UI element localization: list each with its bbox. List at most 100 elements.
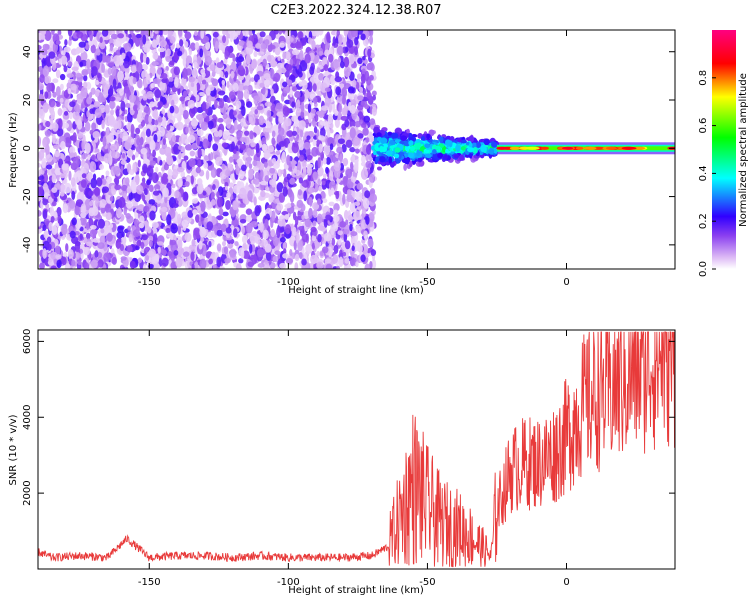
heatmap-cell bbox=[109, 85, 114, 96]
heatmap-cell bbox=[229, 243, 233, 249]
heatmap-cell bbox=[229, 248, 237, 259]
heatmap-cell bbox=[221, 79, 226, 86]
heatmap-cell bbox=[196, 82, 201, 92]
heatmap-cell bbox=[298, 177, 304, 184]
heatmap-cell bbox=[265, 251, 272, 262]
heatmap-cell bbox=[363, 115, 371, 123]
heatmap-cell bbox=[362, 127, 369, 136]
heatmap-cell bbox=[55, 40, 61, 45]
heatmap-cell bbox=[322, 157, 327, 165]
heatmap-cell bbox=[38, 150, 45, 160]
heatmap-cell bbox=[169, 239, 177, 246]
heatmap-cell bbox=[44, 143, 50, 155]
heatmap-cell bbox=[351, 154, 356, 163]
heatmap-cell bbox=[113, 178, 118, 183]
heatmap-cell bbox=[152, 149, 156, 158]
heatmap-cell bbox=[271, 157, 277, 164]
heatmap-cell bbox=[344, 119, 350, 128]
heatmap-cell bbox=[276, 62, 283, 69]
heatmap-cell bbox=[264, 175, 270, 183]
heatmap-cell bbox=[312, 97, 318, 104]
heatmap-cell bbox=[153, 184, 161, 192]
heatmap-cell bbox=[44, 75, 52, 85]
heatmap-cell bbox=[157, 246, 161, 254]
heatmap-cell bbox=[142, 34, 147, 45]
heatmap-cell bbox=[75, 72, 82, 78]
heatmap-cell bbox=[156, 67, 163, 75]
heatmap-cell bbox=[145, 255, 150, 261]
heatmap-cell bbox=[291, 49, 300, 56]
heatmap-cell bbox=[136, 239, 142, 247]
heatmap-cell bbox=[136, 62, 143, 74]
heatmap-cell bbox=[68, 39, 72, 46]
heatmap-cell bbox=[273, 30, 279, 35]
heatmap-cell bbox=[102, 186, 109, 193]
heatmap-cell bbox=[279, 42, 285, 48]
heatmap-cell bbox=[67, 88, 72, 95]
heatmap-cell bbox=[94, 250, 99, 258]
heatmap-cell bbox=[245, 208, 253, 216]
heatmap-cell bbox=[228, 91, 235, 99]
heatmap-cell bbox=[106, 232, 113, 242]
heatmap-cell bbox=[38, 170, 41, 177]
heatmap-cell bbox=[369, 34, 374, 45]
heatmap-cell bbox=[134, 151, 139, 158]
heatmap-cell bbox=[107, 62, 115, 68]
heatmap-cell bbox=[181, 219, 189, 228]
heatmap-cell bbox=[148, 248, 156, 258]
heatmap-cell bbox=[240, 164, 247, 172]
heatmap-cell bbox=[90, 44, 96, 54]
heatmap-cell bbox=[298, 252, 303, 259]
heatmap-cell bbox=[357, 57, 363, 65]
heatmap-cell bbox=[89, 201, 94, 207]
heatmap-cell bbox=[68, 111, 73, 120]
heatmap-cell bbox=[199, 226, 207, 238]
heatmap-cell bbox=[106, 176, 112, 184]
heatmap-cell bbox=[311, 234, 317, 242]
heatmap-cell bbox=[80, 51, 88, 63]
heatmap-cell bbox=[55, 101, 61, 108]
heatmap-cell bbox=[39, 74, 45, 84]
heatmap-cell bbox=[196, 136, 201, 147]
heatmap-cell bbox=[237, 89, 244, 101]
heatmap-cell bbox=[109, 196, 114, 202]
heatmap-cell bbox=[93, 187, 101, 196]
heatmap-cell bbox=[341, 143, 347, 153]
heatmap-cell bbox=[40, 34, 46, 40]
heatmap-cell bbox=[336, 45, 344, 56]
heatmap-cell bbox=[137, 204, 145, 212]
heatmap-cell bbox=[224, 257, 231, 264]
heatmap-cell bbox=[321, 246, 329, 254]
heatmap-cell bbox=[175, 256, 183, 268]
heatmap-cell bbox=[256, 105, 264, 111]
heatmap-cell bbox=[101, 119, 105, 130]
heatmap-cell bbox=[322, 173, 327, 179]
heatmap-cell bbox=[260, 190, 266, 198]
heatmap-cell bbox=[326, 121, 330, 130]
heatmap-cell bbox=[201, 72, 206, 78]
heatmap-cell bbox=[232, 153, 238, 159]
heatmap-cell bbox=[264, 39, 270, 46]
heatmap-cell bbox=[232, 82, 239, 92]
heatmap-cell bbox=[246, 147, 252, 157]
heatmap-cell bbox=[91, 122, 97, 131]
heatmap-cell bbox=[100, 228, 105, 234]
heatmap-cell bbox=[291, 158, 296, 170]
heatmap-cell bbox=[75, 49, 80, 55]
heatmap-cell bbox=[114, 184, 122, 191]
heatmap-cell bbox=[246, 40, 253, 49]
heatmap-cell bbox=[56, 259, 62, 269]
heatmap-cell bbox=[232, 185, 240, 194]
heatmap-cell bbox=[284, 203, 292, 209]
heatmap-cell bbox=[323, 232, 332, 242]
heatmap-cell bbox=[210, 199, 216, 206]
heatmap-cell bbox=[128, 191, 133, 201]
heatmap-cell bbox=[355, 148, 360, 154]
heatmap-cell bbox=[262, 261, 270, 269]
heatmap-cell bbox=[345, 46, 349, 53]
heatmap-cell bbox=[254, 109, 259, 115]
heatmap-cell bbox=[340, 115, 348, 121]
heatmap-cell bbox=[125, 212, 132, 220]
heatmap-cell bbox=[216, 196, 223, 208]
heatmap-cell bbox=[274, 47, 281, 56]
